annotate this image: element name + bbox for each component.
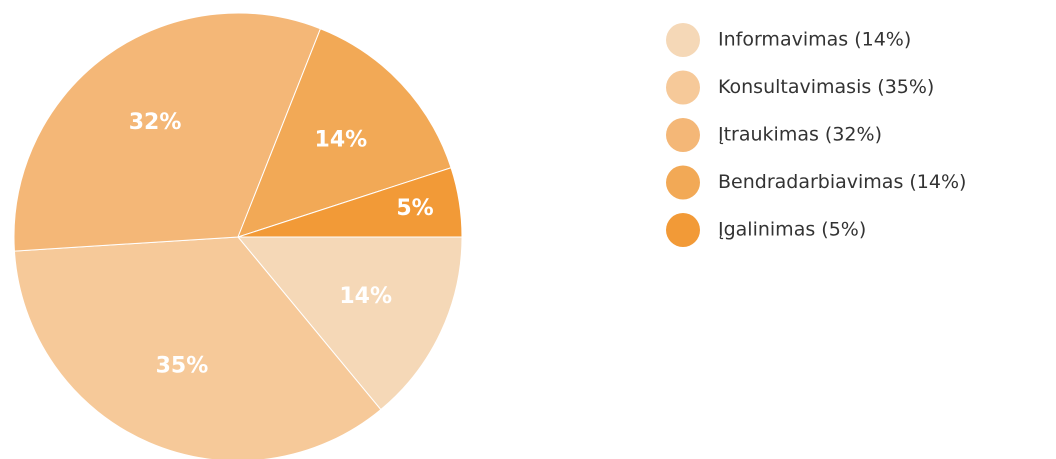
legend-swatch — [666, 70, 700, 105]
legend-label: Bendradarbiavimas (14%) — [718, 171, 966, 193]
legend-swatch — [666, 23, 700, 57]
slice-label: 14% — [315, 127, 368, 152]
legend-label: Įgalinimas (5%) — [718, 219, 866, 241]
legend-label: Įtraukimas (32%) — [718, 124, 882, 146]
pie-slice — [13, 12, 322, 252]
legend-label: Konsultavimasis (35%) — [718, 76, 934, 98]
legend-swatch — [666, 118, 700, 152]
legend-label: Informavimas (14%) — [718, 29, 911, 51]
slice-label: 5% — [396, 196, 433, 221]
slice-label: 14% — [339, 284, 392, 309]
legend-swatch — [666, 165, 700, 200]
legend-swatch — [666, 213, 700, 247]
slice-label: 35% — [156, 354, 209, 379]
pie-slice — [13, 236, 382, 459]
slice-label: 32% — [129, 110, 182, 135]
pie-slice — [237, 167, 463, 238]
pie-slice — [236, 236, 463, 411]
